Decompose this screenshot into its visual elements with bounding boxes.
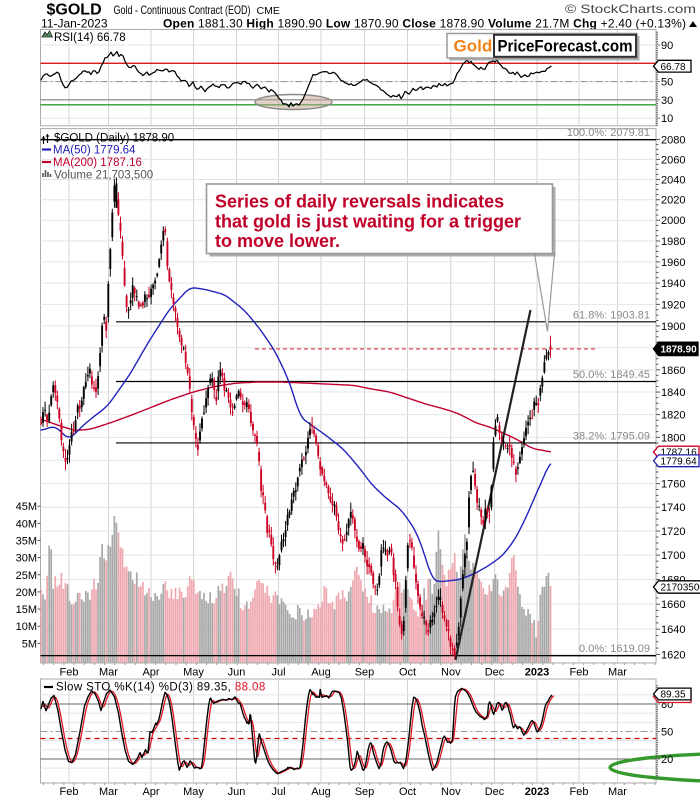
svg-text:1620: 1620 <box>661 649 685 661</box>
svg-text:Feb: Feb <box>570 786 589 798</box>
svg-text:1840: 1840 <box>661 387 685 399</box>
svg-text:66.78: 66.78 <box>661 62 686 73</box>
svg-text:Nov: Nov <box>441 786 461 798</box>
svg-text:1920: 1920 <box>661 299 685 311</box>
svg-text:Open 1881.30 High 1890.90 Low: Open 1881.30 High 1890.90 Low 1870.90 Cl… <box>163 17 686 31</box>
svg-text:1660: 1660 <box>661 599 685 611</box>
svg-text:Nov: Nov <box>441 667 461 679</box>
svg-text:Jun: Jun <box>228 786 246 798</box>
svg-text:50: 50 <box>661 77 673 89</box>
svg-text:PriceForecast.com: PriceForecast.com <box>498 37 633 56</box>
svg-text:1960: 1960 <box>661 257 685 269</box>
svg-text:CME: CME <box>257 5 280 17</box>
svg-text:2020: 2020 <box>661 195 685 207</box>
svg-text:2023: 2023 <box>525 667 549 679</box>
svg-text:Apr: Apr <box>142 786 159 798</box>
svg-text:Gold: Gold <box>454 37 493 56</box>
svg-text:Aug: Aug <box>311 786 331 798</box>
svg-text:30M: 30M <box>16 553 37 565</box>
svg-text:May: May <box>183 786 204 798</box>
svg-text:to move lower.: to move lower. <box>215 231 340 251</box>
svg-text:Jun: Jun <box>228 667 246 679</box>
svg-text:21703500: 21703500 <box>661 583 700 594</box>
svg-text:May: May <box>183 667 204 679</box>
svg-text:25M: 25M <box>16 570 37 582</box>
svg-text:38.2%: 1795.09: 38.2%: 1795.09 <box>573 431 650 443</box>
svg-text:1900: 1900 <box>661 321 685 333</box>
svg-text:Apr: Apr <box>142 667 159 679</box>
svg-text:90: 90 <box>661 40 673 52</box>
svg-text:1940: 1940 <box>661 278 685 290</box>
svg-text:11-Jan-2023: 11-Jan-2023 <box>41 17 108 31</box>
svg-text:1860: 1860 <box>661 365 685 377</box>
svg-text:2080: 2080 <box>661 134 685 146</box>
svg-text:89.35: 89.35 <box>661 690 686 701</box>
svg-text:20M: 20M <box>16 587 37 599</box>
svg-text:15M: 15M <box>16 604 37 616</box>
svg-text:Feb: Feb <box>60 667 79 679</box>
svg-text:Gold - Continuous Contract (EO: Gold - Continuous Contract (EOD) <box>114 3 251 17</box>
svg-text:Oct: Oct <box>399 667 416 679</box>
svg-text:1820: 1820 <box>661 410 685 422</box>
svg-text:that gold is just waiting for: that gold is just waiting for a trigger <box>215 211 521 231</box>
svg-text:1760: 1760 <box>661 479 685 491</box>
svg-text:1980: 1980 <box>661 236 685 248</box>
svg-text:Dec: Dec <box>485 786 505 798</box>
svg-text:2023: 2023 <box>525 786 549 798</box>
svg-text:61.8%: 1903.81: 61.8%: 1903.81 <box>573 309 650 321</box>
svg-text:1779.64: 1779.64 <box>661 456 698 467</box>
svg-text:1720: 1720 <box>661 526 685 538</box>
svg-text:2000: 2000 <box>661 215 685 227</box>
svg-text:Slow STO %K(14) %D(3) 89.35, 8: Slow STO %K(14) %D(3) 89.35, 88.08 <box>56 682 266 694</box>
svg-text:$GOLD: $GOLD <box>47 2 102 19</box>
svg-text:Mar: Mar <box>99 667 118 679</box>
svg-text:Series of daily reversals indi: Series of daily reversals indicates <box>215 192 504 212</box>
svg-text:20: 20 <box>661 754 673 766</box>
svg-text:1640: 1640 <box>661 624 685 636</box>
svg-text:1787.16: 1787.16 <box>661 448 698 459</box>
svg-text:Mar: Mar <box>608 786 627 798</box>
svg-text:Jul: Jul <box>271 667 285 679</box>
svg-text:5M: 5M <box>22 638 37 650</box>
svg-text:RSI(14) 66.78: RSI(14) 66.78 <box>54 32 126 44</box>
svg-text:40M: 40M <box>16 518 37 530</box>
svg-text:2060: 2060 <box>661 154 685 166</box>
svg-text:1700: 1700 <box>661 550 685 562</box>
svg-text:1878.90: 1878.90 <box>661 345 698 356</box>
svg-text:MA(200) 1787.16: MA(200) 1787.16 <box>53 157 142 169</box>
svg-text:10: 10 <box>661 113 673 125</box>
svg-text:Mar: Mar <box>99 786 118 798</box>
svg-text:2040: 2040 <box>661 174 685 186</box>
svg-text:50.0%: 1849.45: 50.0%: 1849.45 <box>573 369 650 381</box>
svg-text:Aug: Aug <box>311 667 331 679</box>
svg-text:MA(50) 1779.64: MA(50) 1779.64 <box>53 145 136 157</box>
svg-text:Jul: Jul <box>271 786 285 798</box>
svg-text:0.0%: 1619.09: 0.0%: 1619.09 <box>579 643 650 655</box>
svg-text:Sep: Sep <box>355 786 375 798</box>
svg-text:Oct: Oct <box>399 786 416 798</box>
svg-text:Sep: Sep <box>355 667 375 679</box>
svg-text:1800: 1800 <box>661 432 685 444</box>
svg-text:35M: 35M <box>16 536 37 548</box>
svg-text:Feb: Feb <box>60 786 79 798</box>
svg-text:Volume 21,703,500: Volume 21,703,500 <box>54 170 153 182</box>
svg-text:100.0%: 2079.81: 100.0%: 2079.81 <box>567 127 650 139</box>
svg-text:50: 50 <box>661 727 673 739</box>
svg-text:© StockCharts.com: © StockCharts.com <box>565 2 696 16</box>
svg-text:30: 30 <box>661 95 673 107</box>
svg-text:45M: 45M <box>16 501 37 513</box>
svg-text:Feb: Feb <box>570 667 589 679</box>
svg-text:10M: 10M <box>16 621 37 633</box>
svg-text:$GOLD (Daily) 1878.90: $GOLD (Daily) 1878.90 <box>54 133 174 145</box>
svg-text:Dec: Dec <box>485 667 505 679</box>
svg-text:1740: 1740 <box>661 502 685 514</box>
svg-text:Mar: Mar <box>608 667 627 679</box>
